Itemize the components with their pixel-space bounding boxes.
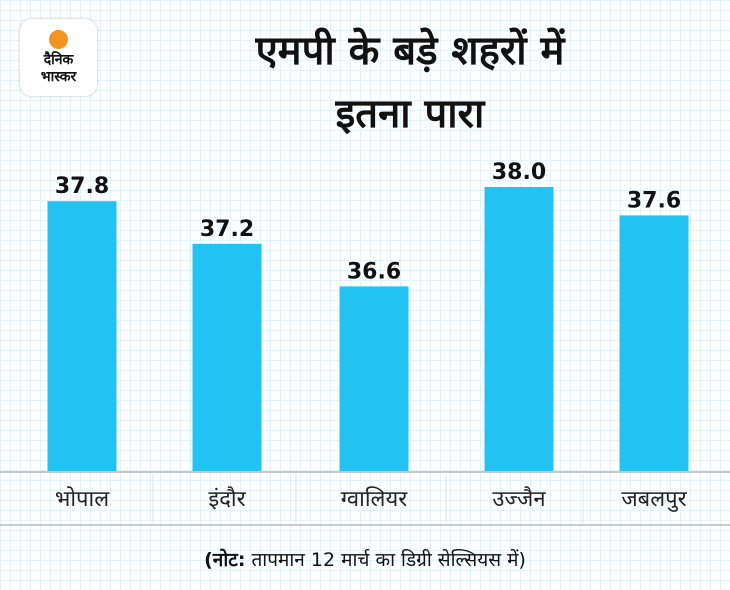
category-label-4: जबलपुर [621, 487, 687, 512]
value-label-0: 37.8 [55, 174, 109, 199]
footnote: (नोट: तापमान 12 मार्च का डिग्री सेल्सियस… [0, 546, 730, 572]
logo-text-line1: दैनिक [43, 52, 74, 68]
bar-2 [339, 286, 409, 471]
bar-1 [192, 243, 262, 471]
bar-0 [47, 201, 117, 471]
value-label-2: 36.6 [347, 259, 401, 284]
sun-icon [49, 30, 68, 49]
category-labels: भोपाल इंदौर ग्वालियर उज्जैन जबलपुर [55, 486, 688, 512]
chart-title-line1: एमपी के बड़े शहरों में [255, 28, 565, 74]
column-dividers [152, 474, 584, 523]
bar-3 [484, 187, 554, 471]
logo-text-line2: भास्कर [40, 69, 77, 85]
category-label-3: उज्जैन [492, 486, 546, 512]
dainik-bhaskar-logo: दैनिक भास्कर [20, 19, 97, 96]
footnote-bold: (नोट: [204, 549, 246, 571]
bar-4 [619, 215, 689, 471]
footnote-text: तापमान 12 मार्च का डिग्री सेल्सियस में) [245, 549, 526, 571]
value-label-1: 37.2 [200, 217, 254, 242]
value-labels: 37.8 37.2 36.6 38.0 37.6 [55, 160, 681, 284]
category-label-1: इंदौर [208, 486, 246, 512]
chart-title-line2: इतना पारा [335, 91, 485, 137]
value-label-3: 38.0 [492, 160, 546, 185]
bars-group [47, 187, 689, 471]
value-label-4: 37.6 [627, 188, 681, 213]
category-label-2: ग्वालियर [341, 486, 408, 512]
category-label-0: भोपाल [55, 486, 110, 512]
